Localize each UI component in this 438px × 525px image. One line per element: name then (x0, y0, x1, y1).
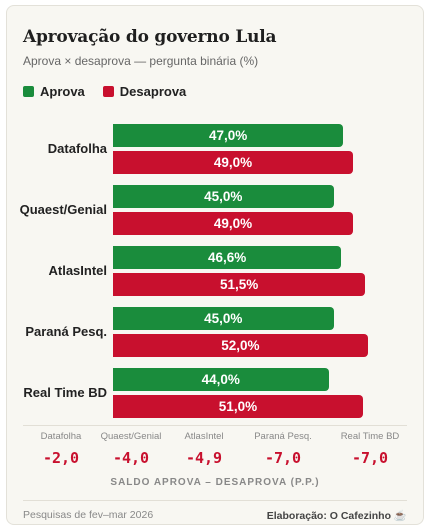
spread-value: -4,0 (112, 449, 150, 467)
poll-label: Paraná Pesq. (25, 324, 107, 339)
chart-card: Aprovação do governo Lula Aprova × desap… (6, 5, 424, 525)
source-note: Pesquisas de fev–mar 2026 (23, 509, 154, 521)
poll-label: Real Time BD (23, 385, 107, 400)
spread-cell: AtlasIntel -4,9 (166, 431, 242, 467)
legend-label-disapprove: Desaprova (119, 84, 187, 99)
spread-poll-name: AtlasIntel (184, 431, 224, 442)
poll-row: Paraná Pesq. 45,0% 52,0% (7, 307, 423, 359)
spread-divider (23, 425, 407, 426)
approve-value-label: 46,6% (208, 250, 247, 265)
spread-caption: SALDO APROVA – DESAPROVA (P.P.) (110, 477, 320, 488)
disapprove-bar: 51,5% (113, 273, 366, 296)
legend-label-approve: Aprova (40, 84, 85, 99)
spread-value: -7,0 (264, 449, 302, 467)
legend-item-approve: Aprova (23, 84, 85, 99)
spread-value: -2,0 (42, 449, 80, 467)
chart-title: Aprovação do governo Lula (23, 27, 277, 47)
spread-cell: Real Time BD -7,0 (332, 431, 408, 467)
poll-label: Quaest/Genial (19, 202, 107, 217)
spread-cell: Datafolha -2,0 (23, 431, 99, 467)
poll-label: Datafolha (47, 141, 107, 156)
disapprove-swatch (102, 86, 114, 97)
disapprove-value-label: 49,0% (213, 155, 253, 170)
disapprove-bar: 51,0% (113, 395, 363, 418)
approve-bar: 44,0% (113, 368, 329, 391)
disapprove-value-label: 51,0% (218, 399, 258, 414)
approve-value-label: 45,0% (204, 311, 243, 326)
approve-swatch (23, 86, 34, 97)
poll-row: Real Time BD 44,0% 51,0% (7, 368, 423, 420)
credit-note: Elaboração: O Cafezinho ☕ (266, 510, 407, 522)
spread-value: -7,0 (351, 449, 389, 467)
approve-bar: 45,0% (113, 307, 334, 330)
approve-bar: 46,6% (113, 246, 342, 269)
spread-poll-name: Datafolha (40, 431, 82, 442)
spread-cell: Quaest/Genial -4,0 (93, 431, 169, 467)
footer-divider (23, 500, 407, 501)
spread-poll-name: Quaest/Genial (100, 431, 162, 442)
poll-label: AtlasIntel (48, 263, 107, 278)
disapprove-bar: 52,0% (113, 334, 368, 357)
disapprove-bar: 49,0% (113, 212, 354, 235)
disapprove-value-label: 51,5% (220, 277, 259, 292)
spread-value: -4,9 (185, 449, 223, 467)
spread-poll-name: Paraná Pesq. (254, 431, 312, 442)
legend: Aprova Desaprova (23, 84, 186, 99)
chart-subtitle: Aprova × desaprova — pergunta binária (%… (23, 54, 259, 68)
approve-value-label: 44,0% (201, 372, 240, 387)
approve-bar: 45,0% (113, 185, 334, 208)
disapprove-bar: 49,0% (113, 151, 354, 174)
legend-item-disapprove: Desaprova (102, 84, 187, 99)
disapprove-value-label: 49,0% (213, 216, 253, 231)
spread-cell: Paraná Pesq. -7,0 (245, 431, 321, 467)
approve-value-label: 45,0% (204, 189, 243, 204)
approve-bar: 47,0% (113, 124, 344, 147)
disapprove-value-label: 52,0% (221, 338, 260, 353)
spread-poll-name: Real Time BD (340, 431, 400, 442)
poll-row: AtlasIntel 46,6% 51,5% (7, 246, 423, 298)
poll-row: Quaest/Genial 45,0% 49,0% (7, 185, 423, 237)
approve-value-label: 47,0% (209, 128, 248, 143)
poll-row: Datafolha 47,0% 49,0% (7, 124, 423, 176)
